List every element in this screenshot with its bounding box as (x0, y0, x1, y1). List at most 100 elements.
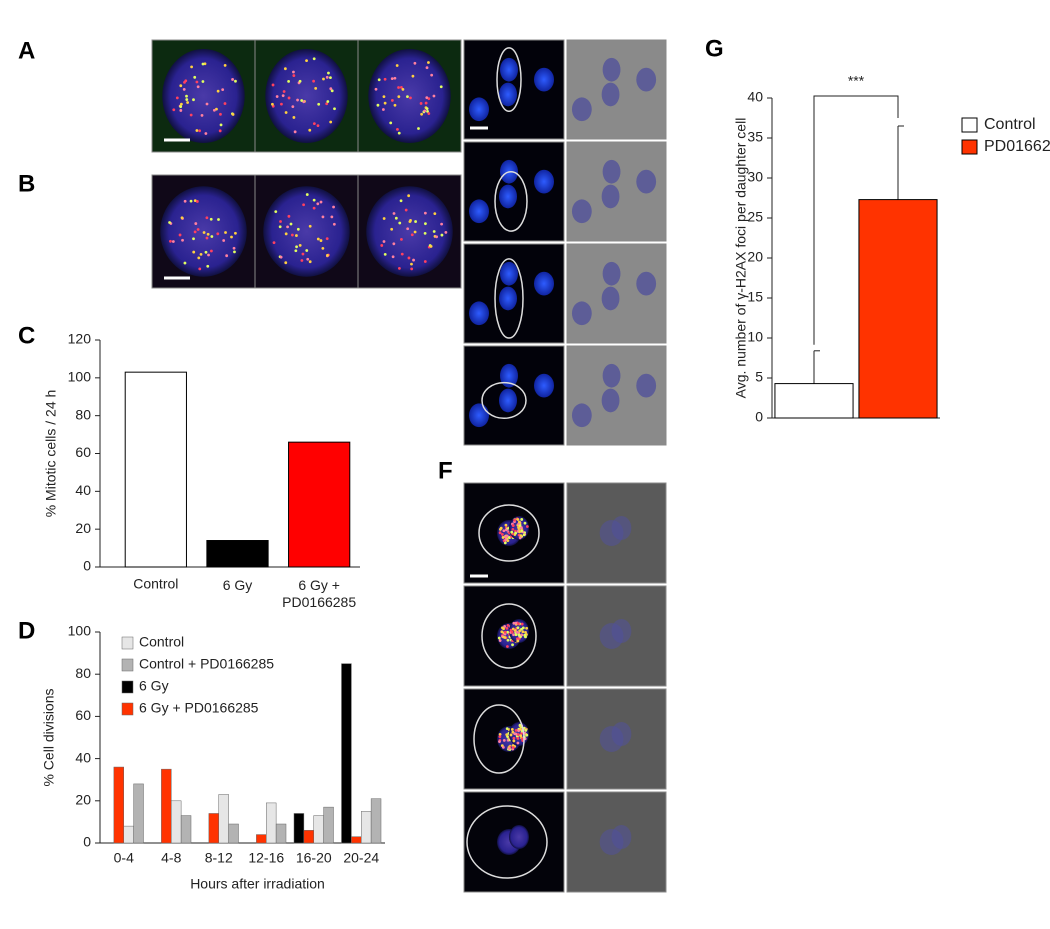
focus (289, 222, 293, 226)
focus (169, 239, 172, 243)
nucleus (601, 388, 620, 413)
x-tick-label: 4-8 (161, 850, 181, 866)
focus (205, 216, 209, 220)
focus (327, 71, 330, 75)
focus (294, 249, 298, 253)
annotation: *** (848, 73, 865, 89)
cell-outline (481, 603, 537, 669)
focus (332, 222, 336, 226)
x-tick-label: 6 Gy + PD0166285 (282, 577, 357, 610)
bar (323, 806, 334, 844)
y-tick-label: 20 (747, 249, 763, 265)
focus (321, 215, 325, 219)
legend-label: 6 Gy (139, 678, 169, 694)
y-tick-label: 0 (755, 409, 763, 425)
focus (507, 536, 511, 539)
focus (279, 220, 282, 223)
focus (291, 105, 295, 109)
focus (329, 76, 332, 80)
focus (193, 199, 197, 202)
bar (351, 836, 362, 844)
nucleus (509, 825, 529, 849)
focus (517, 633, 521, 637)
focus (524, 630, 527, 634)
focus (410, 233, 414, 237)
nucleus (602, 57, 621, 82)
focus (383, 252, 387, 256)
focus (200, 113, 204, 117)
bar (208, 813, 219, 844)
focus (502, 627, 505, 631)
bar (123, 825, 134, 844)
nucleus (534, 271, 554, 296)
focus (325, 75, 329, 79)
nucleus (534, 169, 554, 194)
focus (516, 741, 520, 745)
focus (425, 66, 429, 70)
focus (511, 746, 515, 749)
focus (234, 231, 237, 235)
micrographs (151, 39, 667, 893)
focus (231, 78, 234, 81)
focus (406, 227, 410, 231)
x-axis-label: Hours after irradiation (190, 876, 325, 892)
legend-swatch (121, 702, 134, 716)
x-tick-label: 8-12 (205, 850, 233, 866)
focus (521, 630, 525, 634)
y-tick-label: 40 (747, 89, 763, 105)
nucleus (499, 286, 517, 311)
focus (293, 130, 297, 134)
focus (407, 256, 411, 260)
focus (312, 198, 316, 202)
significance-bracket (813, 95, 899, 345)
focus (390, 227, 394, 231)
focus (321, 246, 325, 250)
focus (502, 635, 505, 639)
focus (221, 88, 225, 91)
focus (498, 531, 502, 535)
focus (514, 732, 518, 736)
focus (523, 521, 527, 525)
focus (499, 528, 502, 531)
focus (215, 107, 218, 111)
focus (424, 101, 428, 105)
focus (503, 630, 507, 634)
y-tick-label: 0 (83, 834, 91, 850)
focus (199, 252, 203, 256)
focus (513, 518, 517, 522)
focus (279, 255, 283, 259)
y-tick-label: 120 (68, 331, 92, 347)
y-tick-label: 80 (75, 406, 91, 422)
focus (516, 737, 520, 740)
cell-outline (473, 704, 525, 774)
bar (171, 800, 182, 844)
focus (224, 231, 227, 234)
focus (329, 87, 333, 91)
focus (223, 102, 227, 105)
y-tick-label: 60 (75, 444, 91, 460)
legend-swatch (121, 658, 134, 672)
nucleus (265, 48, 348, 144)
focus (284, 111, 288, 114)
nucleus (636, 271, 657, 296)
focus (400, 86, 403, 89)
focus (390, 99, 394, 102)
focus (305, 59, 308, 63)
nucleus (601, 184, 620, 209)
focus (524, 728, 528, 732)
focus (522, 533, 526, 537)
nucleus (500, 363, 518, 388)
bar (124, 371, 187, 568)
focus (423, 231, 427, 235)
nucleus (499, 82, 517, 107)
panel-label: A (18, 37, 35, 64)
focus (322, 77, 325, 81)
focus (180, 102, 183, 106)
legend-label: Control (984, 116, 1036, 133)
focus (516, 733, 520, 736)
focus (518, 723, 522, 727)
nucleus (500, 261, 518, 286)
nucleus (571, 199, 592, 224)
